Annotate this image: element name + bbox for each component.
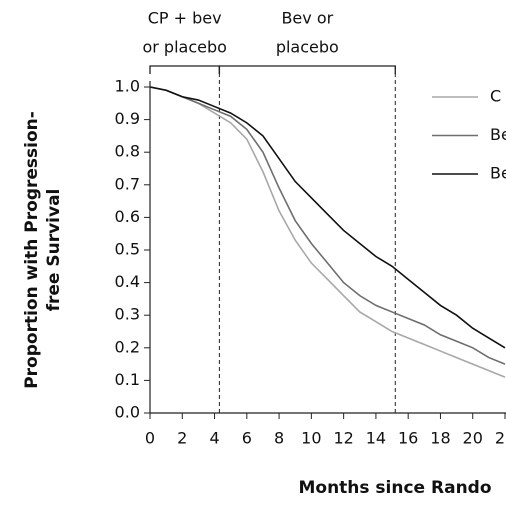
survival-curve <box>149 86 506 349</box>
x-tick-label: 6 <box>242 429 252 448</box>
phase-bracket <box>149 65 221 74</box>
x-tick-label: 14 <box>366 429 386 448</box>
y-tick-label: 0.9 <box>115 109 140 128</box>
y-tick-label: 0.5 <box>115 240 140 259</box>
y-tick-label: 0.6 <box>115 207 140 226</box>
phase-bracket <box>218 65 396 74</box>
y-tick-label: 0.4 <box>115 272 140 291</box>
x-tick-label: 2 <box>177 429 187 448</box>
y-tick-label: 0.1 <box>115 370 140 389</box>
y-tick-label: 0.3 <box>115 305 140 324</box>
phase-label: or placebo <box>142 38 226 57</box>
phase-label: Bev or <box>281 9 333 28</box>
legend-label: Be <box>490 125 506 144</box>
x-tick-label: 4 <box>209 429 219 448</box>
survival-curve <box>149 86 506 378</box>
x-tick-label: 22 <box>495 429 506 448</box>
y-tick-label: 0.0 <box>115 403 140 422</box>
phase-label: CP + bev <box>148 9 222 28</box>
x-axis-label: Months since Rando <box>298 478 491 498</box>
legend-label: Be <box>490 164 506 183</box>
phase-label: placebo <box>276 38 339 57</box>
survival-curve <box>149 86 506 365</box>
y-tick-label: 0.2 <box>115 337 140 356</box>
x-tick-label: 18 <box>430 429 450 448</box>
legend-label: C <box>490 87 501 106</box>
x-tick-label: 10 <box>301 429 321 448</box>
y-axis-label-line: Proportion with Progression- <box>22 111 42 389</box>
x-tick-label: 16 <box>398 429 418 448</box>
x-tick-label: 0 <box>145 429 155 448</box>
x-tick-label: 20 <box>463 429 483 448</box>
y-tick-label: 0.7 <box>115 174 140 193</box>
x-tick-label: 8 <box>274 429 284 448</box>
y-tick-label: 1.0 <box>115 77 140 96</box>
y-axis-label: Proportion with Progression- free Surviv… <box>22 111 64 389</box>
y-axis-label-line: free Survival <box>44 189 64 312</box>
x-tick-label: 12 <box>333 429 353 448</box>
y-tick-label: 0.8 <box>115 142 140 161</box>
